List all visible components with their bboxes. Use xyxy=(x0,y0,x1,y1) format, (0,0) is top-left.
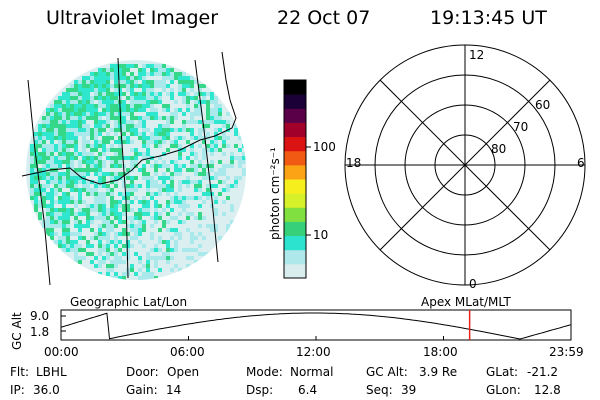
altitude-curve xyxy=(60,312,572,340)
colorbar-bin xyxy=(284,122,306,138)
geographic-caption: Geographic Lat/Lon xyxy=(70,295,188,309)
coastline xyxy=(21,51,237,185)
status-glat-label: GLat: xyxy=(486,365,519,379)
colorbar-bin xyxy=(284,249,306,265)
mlt-label-0: 0 xyxy=(469,277,477,291)
time-tick-2359: 23:59 xyxy=(549,345,584,359)
meridian-line xyxy=(117,57,129,279)
colorbar-tick-label-10: 10 xyxy=(313,228,329,242)
observation-time: 19:13:45 UT xyxy=(430,7,547,29)
colorbar-scale xyxy=(284,80,306,279)
mlat-label-60: 60 xyxy=(535,98,551,112)
status-seq-value: 39 xyxy=(401,383,417,397)
status-gcalt-label: GC Alt: xyxy=(366,365,408,379)
time-tick-06: 06:00 xyxy=(170,345,205,359)
mlat-label-80: 80 xyxy=(491,142,507,156)
colorbar-bin xyxy=(284,193,306,208)
status-gain-label: Gain: xyxy=(126,383,158,397)
status-door-label: Door: xyxy=(126,365,159,379)
altitude-y-bottom: 1.8 xyxy=(30,325,50,339)
colorbar-bin xyxy=(284,207,306,222)
observation-date: 22 Oct 07 xyxy=(277,7,371,29)
colorbar-bin xyxy=(284,179,306,194)
colorbar-bin xyxy=(284,235,306,251)
colorbar-bin xyxy=(284,80,306,95)
meridian-line xyxy=(27,79,51,286)
status-mode-label: Mode: xyxy=(246,365,283,379)
altitude-plot-frame xyxy=(60,309,572,341)
instrument-title: Ultraviolet Imager xyxy=(46,7,219,29)
colorbar-bin xyxy=(284,94,306,109)
mlt-label-6: 6 xyxy=(577,156,585,170)
altitude-x-ticks xyxy=(60,336,572,340)
status-glat-value: -21.2 xyxy=(527,365,559,379)
status-glon-value: 12.8 xyxy=(534,383,561,397)
colorbar-bin xyxy=(284,150,306,166)
altitude-y-top: 9.0 xyxy=(30,309,50,323)
status-gcalt-value: 3.9 Re xyxy=(419,365,458,379)
status-filter-value: LBHL xyxy=(36,365,67,379)
status-dsp-value: 6.4 xyxy=(298,383,318,397)
meridian-line xyxy=(194,59,219,263)
mlat-label-70: 70 xyxy=(513,120,529,134)
time-tick-18: 18:00 xyxy=(423,345,458,359)
status-seq-label: Seq: xyxy=(366,383,393,397)
altitude-ylabel: GC Alt xyxy=(10,312,24,350)
status-filter-label: Flt: xyxy=(10,365,29,379)
mlt-label-18: 18 xyxy=(346,156,362,170)
status-dsp-label: Dsp: xyxy=(246,383,274,397)
time-tick-00: 00:00 xyxy=(44,345,79,359)
status-door-value: Open xyxy=(167,365,200,379)
mlt-diagonal-line xyxy=(379,79,551,251)
colorbar-tick-label-100: 100 xyxy=(313,140,336,154)
status-ip-label: IP: xyxy=(10,383,25,397)
auroral-image-disk xyxy=(26,60,246,280)
colorbar-bin xyxy=(284,136,306,152)
colorbar-bin xyxy=(284,164,306,180)
colorbar-bin xyxy=(284,108,306,123)
mlt-label-12: 12 xyxy=(469,48,485,62)
colorbar-bin xyxy=(284,263,306,279)
status-mode-value: Normal xyxy=(290,365,334,379)
apex-caption: Apex MLat/MLT xyxy=(421,295,511,309)
status-ip-value: 36.0 xyxy=(33,383,60,397)
geographic-grid xyxy=(21,51,237,286)
status-gain-value: 14 xyxy=(166,383,182,397)
status-glon-label: GLon: xyxy=(486,383,521,397)
colorbar-bin xyxy=(284,221,306,237)
time-tick-12: 12:00 xyxy=(296,345,331,359)
colorbar-frame xyxy=(283,79,307,279)
